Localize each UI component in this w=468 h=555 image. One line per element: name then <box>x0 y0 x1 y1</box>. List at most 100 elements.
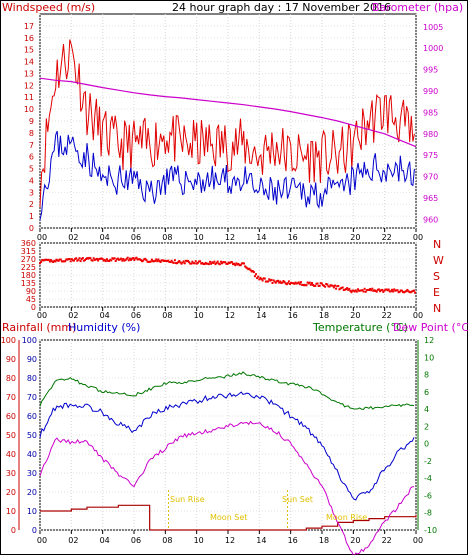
wind-direction-point <box>207 263 210 266</box>
wind-direction-point <box>271 282 274 284</box>
x-tick-label: 06 <box>131 536 141 545</box>
wind-direction-point <box>236 263 239 266</box>
wind-direction-point <box>252 271 255 274</box>
wind-direction-point <box>391 288 393 291</box>
wind-direction-point <box>403 291 406 294</box>
wind-direction-point <box>167 259 170 262</box>
moon-rise-label: Moon Rise <box>326 513 367 522</box>
wind-direction-point <box>56 259 59 262</box>
rainfall-y-tick-label: 70 <box>6 393 16 402</box>
wind-direction-point <box>228 262 231 265</box>
wind-direction-point <box>120 257 123 260</box>
wind-direction-point <box>395 289 398 292</box>
wind-direction-point <box>411 290 414 293</box>
x-tick-label: 22 <box>382 536 392 545</box>
wind-direction-point <box>58 258 61 261</box>
wind-direction-point <box>45 258 48 261</box>
rainfall-y-tick-label: 50 <box>6 431 16 440</box>
rainfall-series-line <box>40 504 417 531</box>
wind-direction-point <box>247 268 250 271</box>
wind-direction-point <box>274 281 277 284</box>
x-tick-label: 04 <box>100 311 110 320</box>
barometer-y-tick-label: 980 <box>423 130 438 139</box>
wind-direction-point <box>389 290 392 293</box>
wind-direction-point <box>153 260 156 263</box>
wind-direction-point <box>43 259 46 262</box>
wind-direction-point <box>54 260 57 263</box>
humidity-y-tick-label: 0 <box>32 526 37 535</box>
x-tick-label: 20 <box>350 311 360 320</box>
wind-direction-point <box>272 279 275 282</box>
wind-direction-point <box>78 257 81 260</box>
x-tick-label: 00 <box>413 233 423 242</box>
barometer-y-tick-label: 975 <box>423 151 438 160</box>
wind-direction-point <box>318 284 321 287</box>
wind-direction-point <box>51 260 54 263</box>
wind-direction-point <box>168 261 171 263</box>
humidity-series-line <box>39 391 415 501</box>
wind-direction-point <box>50 259 52 262</box>
temperature-y-tick-label: -6 <box>424 491 432 500</box>
wind-direction-point <box>48 260 51 263</box>
direction-y-tick-label: 315 <box>21 247 36 256</box>
humidity-y-tick-label: 10 <box>27 507 37 516</box>
wind-direction-point <box>241 262 244 265</box>
wind-direction-point <box>281 281 284 284</box>
barometer-y-tick-label: 1000 <box>423 44 443 53</box>
wind-direction-point <box>250 270 253 273</box>
x-tick-label: 12 <box>225 311 235 320</box>
wind-direction-point <box>40 260 43 263</box>
wind-direction-point <box>181 261 184 264</box>
humidity-y-tick-label: 90 <box>27 355 37 364</box>
wind-direction-point <box>371 287 374 290</box>
wind-direction-point <box>68 258 71 260</box>
wind-direction-point <box>305 284 308 287</box>
wind-direction-point <box>280 282 283 284</box>
wind-direction-point <box>386 289 389 292</box>
rainfall-y-tick-label: 60 <box>6 412 16 421</box>
wind-direction-point <box>80 258 83 261</box>
wind-average-series-line <box>39 130 415 220</box>
wind-direction-point <box>402 291 404 294</box>
wind-direction-point <box>295 282 298 285</box>
humidity-y-tick-label: 50 <box>27 431 37 440</box>
wind-direction-point <box>189 262 192 265</box>
barometer-series-line <box>39 77 417 148</box>
temperature-y-tick-label: 8 <box>424 371 429 380</box>
wind-direction-point <box>222 261 225 264</box>
wind-direction-point <box>387 288 390 291</box>
wind-y-tick-label: 1 <box>29 212 34 221</box>
wind-direction-point <box>264 280 267 283</box>
wind-direction-point <box>154 259 157 262</box>
wind-direction-point <box>277 279 279 282</box>
wind-direction-point <box>218 263 221 266</box>
wind-direction-point <box>296 282 299 285</box>
wind-direction-point <box>352 289 355 292</box>
wind-direction-point <box>388 290 391 293</box>
wind-direction-point <box>47 258 50 261</box>
direction-letter-e: E <box>433 286 440 299</box>
wind-direction-point <box>41 259 44 261</box>
wind-direction-point <box>227 261 230 264</box>
sun-set-label: Sun Set <box>282 495 313 504</box>
wind-direction-point <box>216 260 219 263</box>
wind-direction-point <box>107 259 109 262</box>
humidity-y-tick-label: 60 <box>27 412 37 421</box>
wind-direction-point <box>116 257 119 260</box>
wind-direction-point <box>82 259 85 262</box>
dewpoint-title: Dew Point (°C) <box>393 321 468 334</box>
humidity-y-tick-label: 70 <box>27 393 37 402</box>
wind-direction-point <box>86 257 89 260</box>
wind-direction-point <box>358 289 361 292</box>
x-tick-label: 08 <box>162 233 172 242</box>
wind-direction-point <box>53 259 56 262</box>
wind-direction-point <box>334 284 336 287</box>
temperature-y-tick-label: 10 <box>424 353 434 362</box>
wind-barometer-plot: 0123456789101112131415161796096597097598… <box>24 13 443 242</box>
wind-direction-point <box>184 259 187 262</box>
wind-direction-point <box>406 288 409 291</box>
direction-y-tick-label: 225 <box>21 263 36 272</box>
barometer-y-tick-label: 965 <box>423 194 438 203</box>
barometer-y-tick-label: 985 <box>423 108 438 117</box>
wind-direction-point <box>278 281 281 284</box>
